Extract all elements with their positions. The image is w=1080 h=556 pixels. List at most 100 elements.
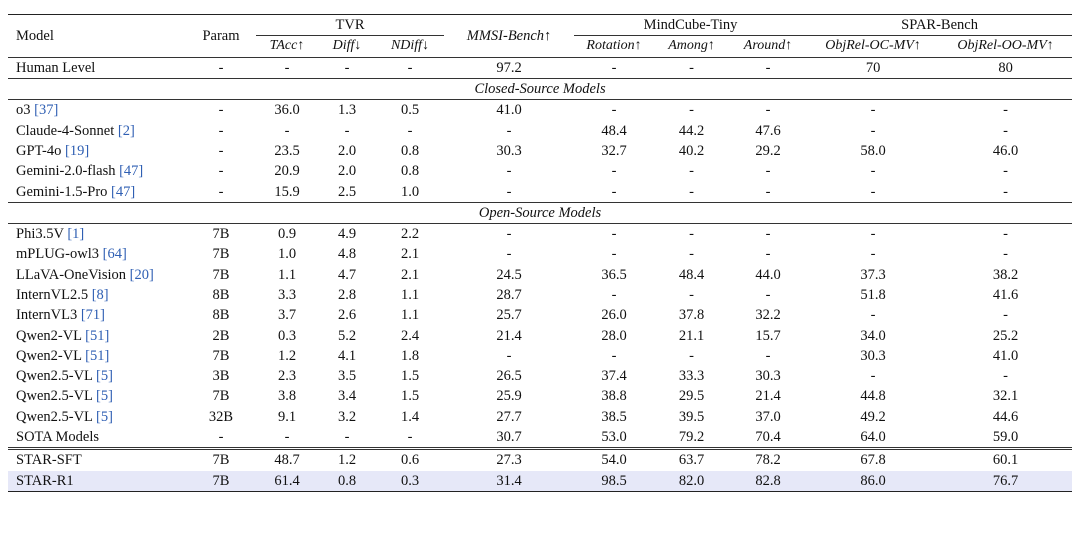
section-header-row: Closed-Source Models: [8, 77, 1073, 101]
header-param: Param: [186, 14, 256, 58]
value-cell: 37.4: [601, 368, 627, 385]
value-cell: -: [654, 56, 730, 79]
header-mindcube: MindCube-Tiny: [574, 13, 808, 37]
citation-link[interactable]: [5]: [96, 368, 113, 385]
value-cell: 29.5: [678, 388, 705, 405]
table-row: Qwen2.5-VL [5] 7B 3.8 3.4 1.5 25.9 38.8 29.5 21.…: [8, 386, 1072, 406]
value-cell: 44.8: [860, 388, 886, 405]
value-cell: 59.0: [992, 429, 1019, 446]
value-cell: 1.8: [400, 347, 420, 364]
value-cell: 44.0: [755, 266, 781, 283]
citation-link[interactable]: [71]: [80, 307, 105, 324]
value-cell: -: [506, 226, 512, 243]
value-cell: 2.5: [337, 183, 357, 200]
value-cell: 26.5: [496, 368, 522, 385]
value-cell: 32.7: [601, 142, 627, 159]
value-cell: 63.7: [654, 447, 730, 471]
value-cell: -: [186, 56, 256, 79]
value-cell: 30.3: [755, 368, 781, 385]
value-cell: 3.8: [277, 388, 297, 405]
value-cell: -: [765, 287, 771, 303]
value-cell: 41.0: [496, 102, 522, 119]
citation-link[interactable]: [5]: [96, 388, 113, 405]
value-cell: 7B: [212, 388, 230, 405]
value-cell: 31.4: [444, 470, 575, 492]
citation-link[interactable]: [20]: [129, 266, 154, 283]
citation-link[interactable]: [1]: [67, 226, 85, 243]
value-cell: -: [689, 347, 694, 364]
citation-link[interactable]: [47]: [111, 183, 136, 200]
value-cell: 1.1: [400, 287, 420, 303]
value-cell: 2B: [212, 327, 230, 344]
value-cell: -: [611, 163, 617, 180]
value-cell: -: [870, 122, 876, 139]
value-cell: -: [218, 142, 224, 159]
citation-link[interactable]: [2]: [117, 122, 135, 139]
value-cell: 70.4: [755, 429, 781, 446]
subheader-ndiff: NDiff↓: [390, 38, 430, 54]
value-cell: 3.3: [277, 287, 297, 303]
value-cell: 21.4: [755, 388, 781, 405]
value-cell: 4.7: [337, 266, 357, 283]
value-cell: 36.0: [274, 102, 300, 119]
table-row: InternVL3 [71] 8B 3.7 2.6 1.1 25.7 26.0 37.8 32.…: [8, 305, 1072, 325]
value-cell: 67.8: [807, 447, 940, 471]
value-cell: 2.4: [400, 327, 420, 344]
value-cell: 21.4: [496, 327, 522, 344]
citation-link[interactable]: [8]: [91, 287, 109, 303]
value-cell: 1.2: [277, 347, 297, 364]
value-cell: 2.6: [337, 307, 357, 324]
value-cell: -: [870, 246, 876, 263]
value-cell: 80: [939, 56, 1073, 79]
value-cell: 97.2: [444, 56, 575, 79]
value-cell: 0.9: [277, 226, 297, 243]
value-cell: -: [506, 347, 512, 364]
value-cell: 2.2: [400, 226, 420, 243]
value-cell: 3.7: [277, 307, 297, 324]
value-cell: 33.3: [678, 368, 705, 385]
model-name: Qwen2.5-VL: [16, 388, 96, 405]
value-cell: -: [689, 287, 694, 303]
value-cell: -: [1003, 183, 1008, 200]
value-cell: 5.2: [337, 327, 357, 344]
value-cell: 1.1: [277, 266, 297, 283]
value-cell: -: [376, 56, 445, 79]
model-name-cell: Gemini-2.0-flash [47]: [8, 161, 186, 181]
citation-link[interactable]: [47]: [119, 163, 144, 180]
value-cell: 76.7: [939, 470, 1073, 492]
value-cell: -: [318, 56, 376, 79]
value-cell: 1.4: [400, 408, 420, 425]
model-name: SOTA Models: [16, 429, 100, 446]
value-cell: -: [870, 163, 876, 180]
table-row: Gemini-1.5-Pro [47] - 15.9 2.5 1.0 - - - - - -: [8, 181, 1072, 202]
citation-link[interactable]: [5]: [96, 408, 113, 425]
citation-link[interactable]: [19]: [65, 142, 90, 159]
value-cell: -: [284, 429, 290, 446]
value-cell: 27.3: [444, 447, 575, 471]
model-name: mPLUG-owl3: [16, 246, 103, 263]
model-name-cell: Human Level: [8, 56, 186, 79]
citation-link[interactable]: [64]: [102, 246, 127, 263]
model-name: STAR-SFT: [16, 452, 82, 469]
table-row: Claude-4-Sonnet [2] - - - - - 48.4 44.2 47.6 - -: [8, 120, 1072, 140]
citation-link[interactable]: [37]: [34, 102, 59, 119]
subheader-around: Around↑: [743, 38, 793, 54]
model-name-cell: Qwen2.5-VL [5]: [8, 386, 186, 406]
value-cell: -: [870, 226, 876, 243]
value-cell: 41.6: [992, 287, 1019, 303]
value-cell: -: [689, 246, 694, 263]
value-cell: -: [407, 122, 413, 139]
value-cell: 3.5: [337, 368, 357, 385]
table-row: STAR-SFT 7B 48.7 1.2 0.6 27.3 54.0 63.7 78.2 67.8…: [8, 447, 1073, 471]
value-cell: -: [870, 183, 876, 200]
model-name-cell: InternVL3 [71]: [8, 305, 186, 325]
value-cell: 32.1: [992, 388, 1019, 405]
model-name-cell: SOTA Models: [8, 427, 186, 449]
citation-link[interactable]: [51]: [85, 327, 110, 344]
value-cell: 37.0: [755, 408, 781, 425]
value-cell: 38.2: [992, 266, 1019, 283]
header-mmsi: MMSI-Bench↑: [444, 14, 575, 58]
citation-link[interactable]: [51]: [85, 347, 110, 364]
value-cell: -: [218, 122, 224, 139]
value-cell: 30.7: [496, 429, 522, 446]
